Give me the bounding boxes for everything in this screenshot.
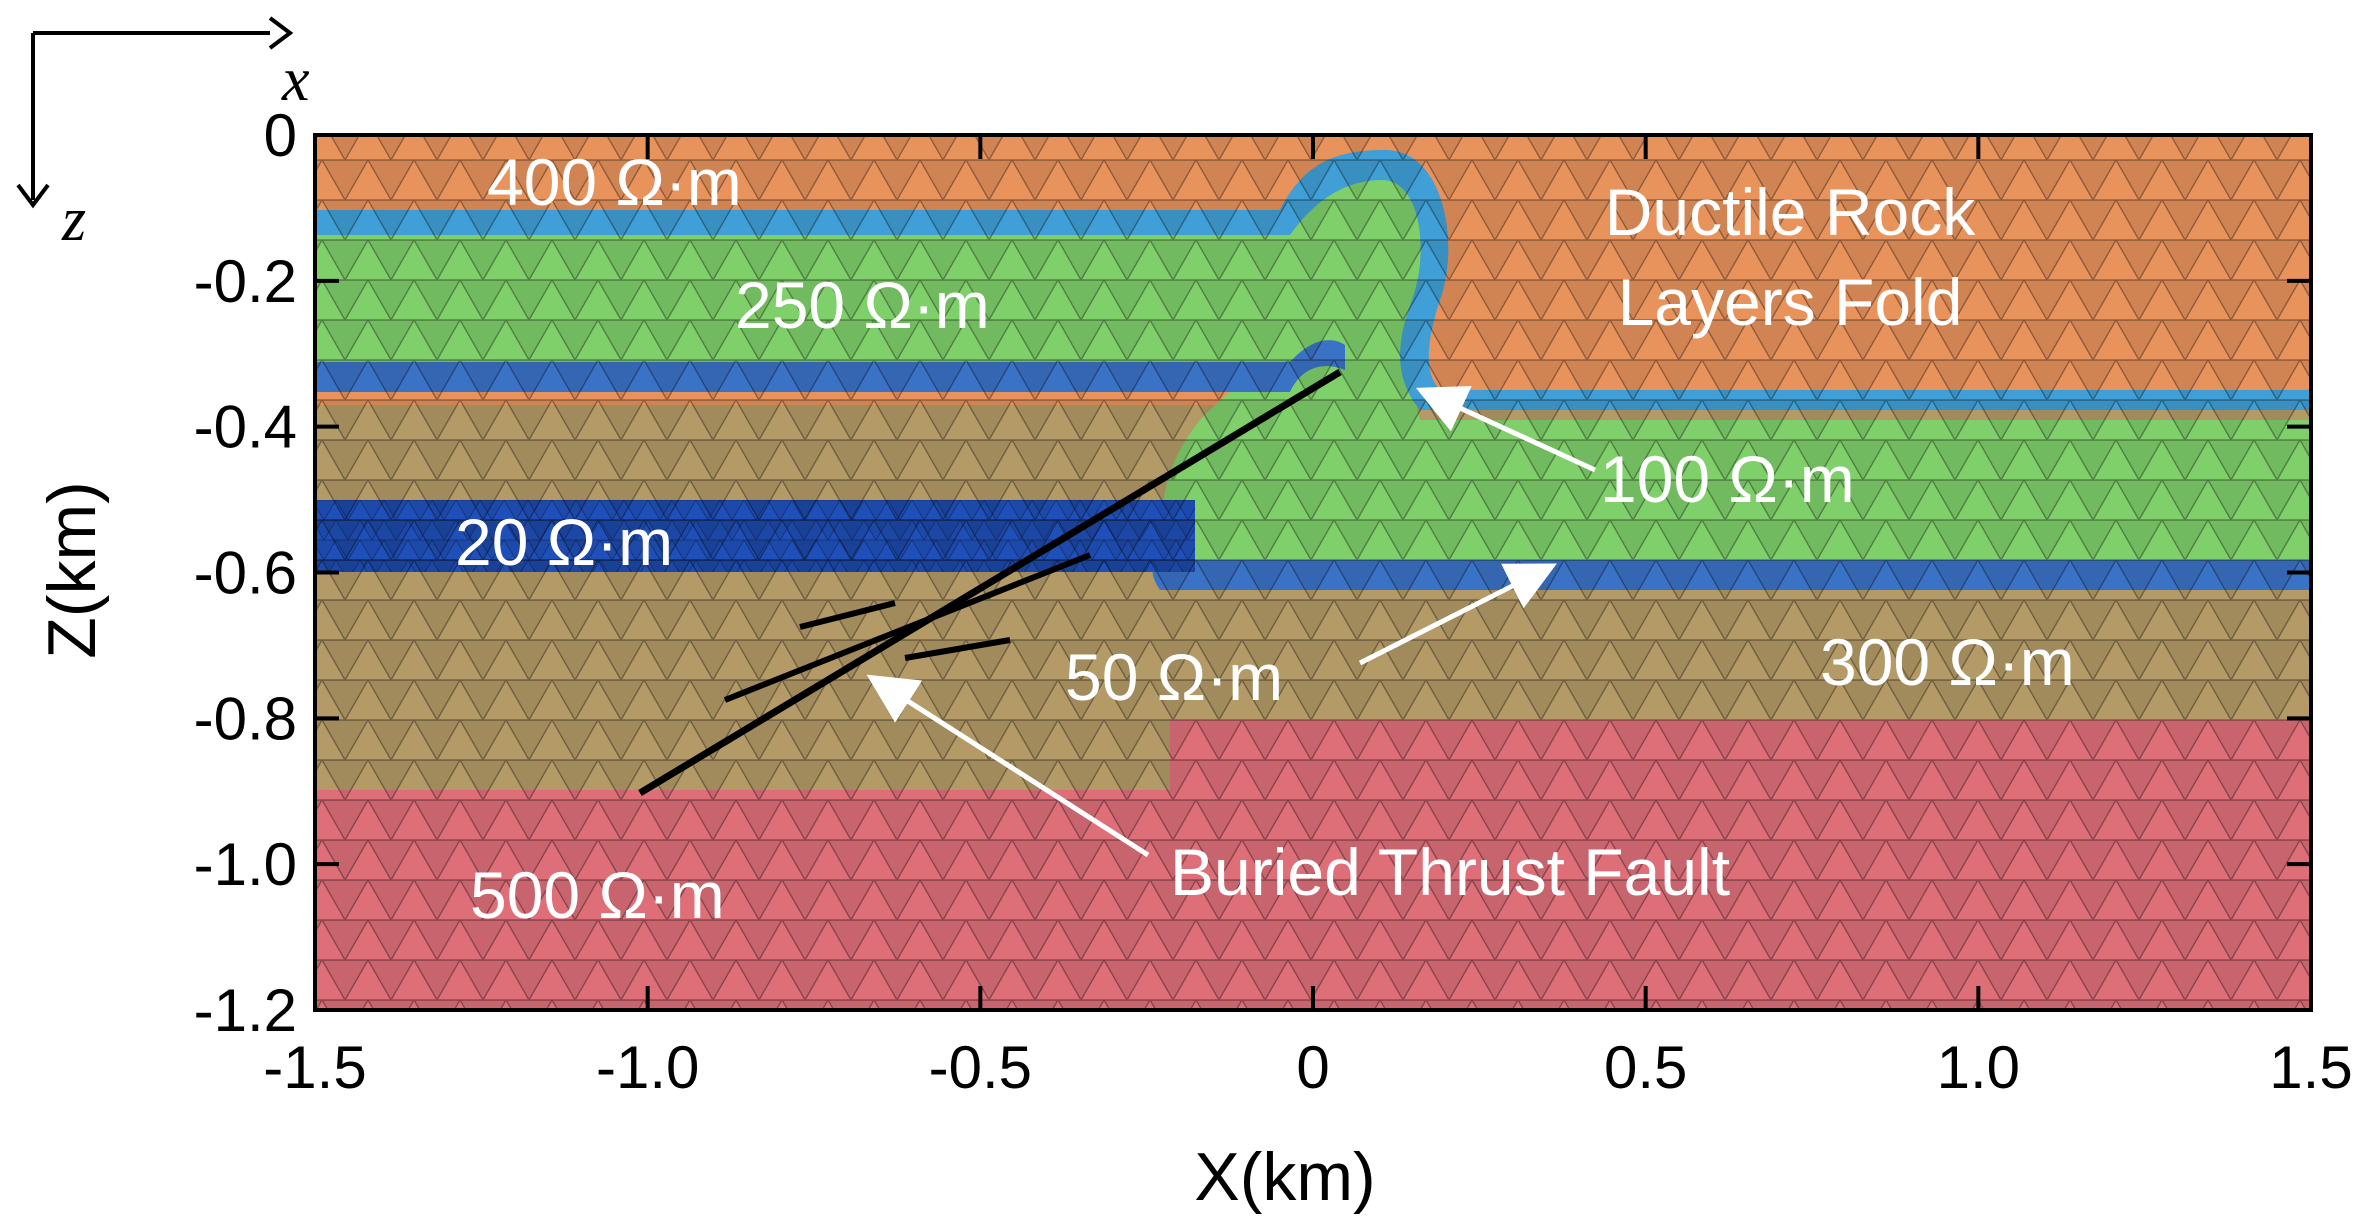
x-tick-label: 1.5: [2269, 1034, 2352, 1101]
label-20-ohm-m: 20 Ω·m: [455, 505, 673, 579]
label-100-ohm-m: 100 Ω·m: [1600, 442, 1855, 516]
z-tick-label: 0: [264, 102, 297, 169]
z-axis-ticks: 0 -0.2 -0.4 -0.6 -0.8 -1.0 -1.2: [194, 102, 2311, 1044]
fold-annotation-line1: Ductile Rock: [1605, 175, 1976, 249]
z-tick-label: -0.8: [194, 685, 297, 752]
z-tick-label: -1.0: [194, 831, 297, 898]
arrow-to-fault: [866, 674, 1150, 858]
x-tick-label: -0.5: [929, 1034, 1032, 1101]
z-tick-label: -0.6: [194, 540, 297, 607]
x-direction-label: x: [281, 46, 310, 114]
arrow-to-100-ohm-m: [1415, 385, 1597, 473]
z-tick-label: -0.2: [194, 248, 297, 315]
mesh-overlay: [315, 135, 2311, 1010]
z-tick-label: -1.2: [194, 977, 297, 1044]
fault-line: [638, 369, 1342, 796]
x-tick-label: 1.0: [1937, 1034, 2020, 1101]
x-tick-label: 0: [1296, 1034, 1329, 1101]
label-500-ohm-m: 500 Ω·m: [470, 858, 725, 932]
z-direction-label: z: [61, 186, 86, 254]
coordinate-indicator: x z: [16, 16, 310, 254]
label-300-ohm-m: 300 Ω·m: [1820, 625, 2075, 699]
thrust-fault: [638, 369, 1342, 796]
annotation-arrows: [866, 385, 1597, 858]
fault-slip-arrow-upper: [723, 552, 1092, 703]
x-tick-label: -1.5: [263, 1034, 366, 1101]
label-250-ohm-m: 250 Ω·m: [735, 268, 990, 342]
x-tick-label: 0.5: [1604, 1034, 1687, 1101]
z-tick-label: -0.4: [194, 394, 297, 461]
label-50-ohm-m: 50 Ω·m: [1065, 640, 1283, 714]
fold-annotation-line2: Layers Fold: [1618, 265, 1963, 339]
model-domain: [315, 135, 2311, 1010]
x-tick-label: -1.0: [596, 1034, 699, 1101]
z-axis-title: Z(km): [34, 481, 110, 658]
arrow-to-50-ohm-m: [1358, 563, 1557, 666]
x-axis-ticks: -1.5 -1.0 -0.5 0 0.5 1.0 1.5: [263, 135, 2353, 1101]
fault-annotation: Buried Thrust Fault: [1170, 835, 1730, 909]
x-axis-title: X(km): [1194, 1139, 1375, 1215]
fault-slip-arrow-lower: [904, 637, 1011, 661]
label-400-ohm-m: 400 Ω·m: [487, 145, 742, 219]
